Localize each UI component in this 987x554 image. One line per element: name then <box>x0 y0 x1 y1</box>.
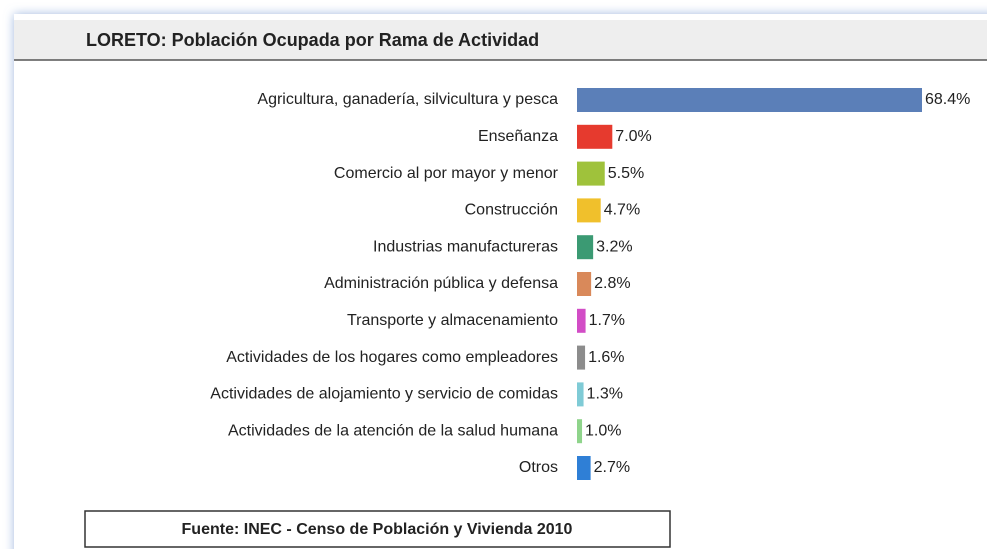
category-label: Actividades de los hogares como empleado… <box>226 349 558 366</box>
header-band <box>14 20 987 60</box>
category-label: Comercio al por mayor y menor <box>334 165 559 182</box>
bar <box>577 161 605 186</box>
category-label: Otros <box>519 459 558 476</box>
value-label: 2.7% <box>594 459 630 476</box>
category-label: Actividades de la atención de la salud h… <box>228 422 558 439</box>
category-label: Industrias manufactureras <box>373 238 558 255</box>
bar <box>577 345 586 370</box>
category-label: Administración pública y defensa <box>324 275 558 292</box>
bar <box>577 419 583 444</box>
bar <box>577 308 586 333</box>
bar <box>577 124 613 149</box>
value-label: 2.8% <box>594 275 630 292</box>
category-label: Agricultura, ganadería, silvicultura y p… <box>257 91 558 108</box>
bar <box>577 88 922 112</box>
chart-title: LORETO: Población Ocupada por Rama de Ac… <box>86 30 539 50</box>
value-label: 1.7% <box>589 312 625 329</box>
value-label: 5.5% <box>608 165 644 182</box>
category-label: Enseñanza <box>478 128 558 145</box>
value-label: 4.7% <box>604 202 640 219</box>
bar <box>577 382 584 407</box>
value-label: 68.4% <box>925 91 970 108</box>
value-label: 1.6% <box>588 349 624 366</box>
value-label: 3.2% <box>596 238 632 255</box>
value-label: 1.0% <box>585 422 621 439</box>
bar <box>577 198 601 223</box>
bar <box>577 272 592 296</box>
category-label: Actividades de alojamiento y servicio de… <box>210 386 558 403</box>
source-box <box>84 510 671 548</box>
value-label: 1.3% <box>587 386 623 403</box>
value-label: 7.0% <box>615 128 651 145</box>
bar <box>577 235 594 260</box>
source: Fuente: INEC - Censo de Población y Vivi… <box>182 521 573 538</box>
category-label: Construcción <box>465 202 558 219</box>
bar <box>577 456 591 480</box>
category-label: Transporte y almacenamiento <box>347 312 558 329</box>
